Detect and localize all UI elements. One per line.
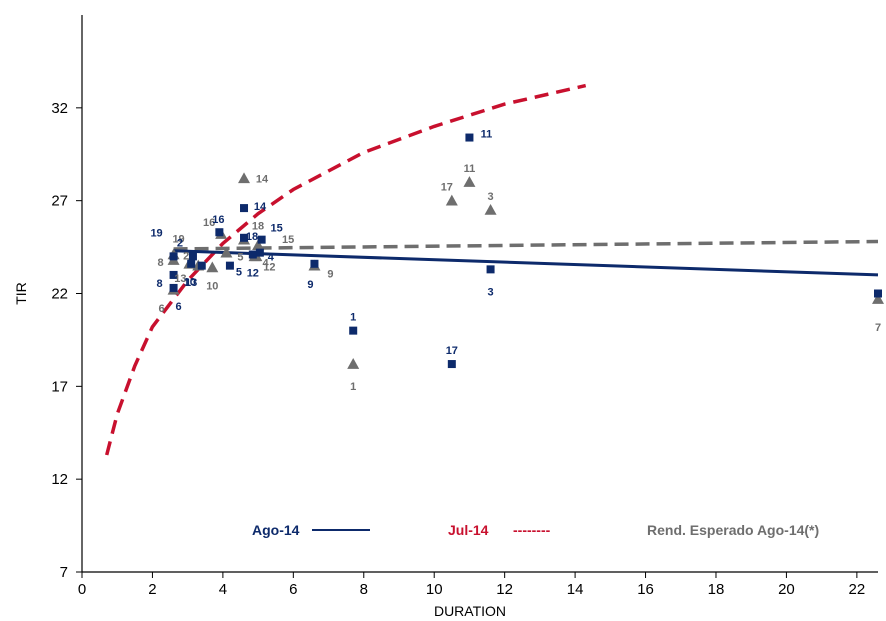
y-tick-label: 12: [51, 471, 68, 488]
x-tick-label: 16: [637, 581, 654, 598]
ago-14-point-label: 3: [488, 286, 494, 298]
ago-14-point: [240, 233, 249, 242]
ago-14-point-label: 8: [157, 278, 163, 290]
ago-14-point-label: 9: [307, 279, 313, 291]
ago-14-point: [187, 259, 196, 268]
esperado-point-label: 6: [159, 303, 165, 315]
ago-14-point: [255, 248, 264, 257]
ago-14-point: [197, 261, 206, 270]
esperado-point-label: 16: [203, 217, 215, 229]
x-tick-label: 10: [426, 581, 443, 598]
ago-14-point: [169, 270, 178, 279]
esperado-point: [206, 261, 219, 273]
legend-label-jul-14: Jul-14: [448, 522, 489, 538]
ago-14-point-label: 15: [271, 223, 283, 235]
esperado-point: [872, 293, 884, 304]
ago-14-point-label: 4: [268, 252, 275, 264]
ago-14-point: [486, 265, 495, 274]
axes: 0 2 4 6 8 10 12 14 16 18 20 2271217222732DURATIONTI…: [13, 15, 878, 619]
esperado-point: [238, 172, 251, 184]
ago-14-point: [257, 235, 266, 244]
esperado-point-label: 19: [172, 234, 184, 246]
ago-14-point-label: 1: [350, 312, 356, 324]
esperado-point-label: 18: [252, 221, 264, 233]
legend-swatch-jul-14: --------: [513, 522, 551, 538]
esperado-point-label: 7: [875, 322, 881, 334]
ago-14-point-label: 5: [236, 267, 242, 279]
esperado-point: [220, 246, 233, 258]
y-tick-label: 32: [51, 100, 68, 117]
ago-14-point: [349, 326, 358, 335]
ago-14-point: [169, 252, 178, 261]
esperado-point-label: 14: [256, 173, 269, 185]
esperado-trend-line: [173, 239, 879, 251]
ago-14-point: [240, 204, 249, 213]
trend-lines: [105, 83, 879, 456]
esperado-point-label: 8: [158, 257, 164, 269]
esperado-point: [445, 194, 458, 206]
y-tick-label: 27: [51, 193, 68, 210]
legend: Ago-14 Jul-14 -------- Rend. Esperado Ago-1…: [252, 522, 819, 538]
ago-14-point: [874, 289, 882, 298]
x-tick-label: 20: [778, 581, 795, 598]
ago-14-point: [215, 228, 224, 237]
ago-14-point: [188, 252, 197, 261]
ago-14-point-label: 18: [246, 231, 258, 243]
x-tick-label: 14: [567, 581, 584, 598]
x-tick-label: 0: [78, 581, 86, 598]
jul-14-curve: [105, 83, 587, 456]
ago-14-point-label: 11: [481, 129, 493, 141]
y-tick-label: 7: [60, 564, 68, 581]
ago-14-trend-line: [173, 249, 879, 277]
legend-label-ago-14: Ago-14: [252, 522, 300, 538]
ago-14-point-label: 13: [185, 277, 197, 289]
ago-14-point-label: 2: [177, 237, 183, 249]
x-axis-title: DURATION: [434, 603, 506, 619]
ago-14-point-label: 17: [446, 345, 458, 357]
esperado-point-label: 1: [350, 381, 356, 393]
ago-14-point-label: 16: [212, 214, 224, 226]
x-tick-label: 2: [148, 581, 156, 598]
ago-14-point: [248, 250, 257, 259]
y-tick-label: 22: [51, 286, 68, 303]
x-tick-label: 6: [289, 581, 297, 598]
esperado-point: [347, 358, 360, 369]
data-points: [167, 133, 884, 369]
esperado-point-label: 10: [206, 281, 218, 293]
esperado-point: [252, 239, 265, 251]
esperado-point-label: 15: [282, 234, 294, 246]
esperado-point-label: 17: [441, 182, 453, 194]
esperado-point-label: 3: [488, 191, 494, 203]
esperado-point: [484, 203, 497, 215]
ago-14-point: [225, 261, 234, 270]
x-tick-label: 8: [360, 581, 368, 598]
esperado-point-label: 13: [174, 273, 186, 285]
ago-14-point-label: 10: [184, 277, 196, 289]
esperado-point-label: 12: [263, 261, 275, 273]
esperado-point-label: 5: [237, 252, 243, 264]
legend-label-esperado: Rend. Esperado Ago-14(*): [647, 522, 819, 538]
ago-14-point-label: 12: [247, 268, 259, 280]
esperado-point: [463, 176, 476, 187]
ago-14-point-label: 14: [254, 201, 267, 213]
esperado-point-label: 4: [263, 257, 270, 269]
esperado-point-label: 9: [327, 269, 333, 281]
x-tick-label: 4: [219, 581, 227, 598]
x-tick-label: 22: [849, 581, 866, 598]
ago-14-point-label: 6: [176, 301, 182, 313]
ago-14-point-label: 19: [150, 227, 162, 239]
ago-14-point: [310, 259, 319, 268]
ago-14-point: [447, 360, 456, 369]
y-tick-label: 17: [51, 378, 68, 395]
x-tick-label: 18: [708, 581, 725, 598]
ago-14-point: [169, 283, 178, 292]
y-axis-title: TIR: [13, 282, 29, 305]
esperado-point-label: 11: [464, 163, 476, 175]
esperado-point-label: 2: [183, 251, 189, 263]
x-tick-label: 12: [496, 581, 513, 598]
ago-14-point: [465, 133, 474, 142]
